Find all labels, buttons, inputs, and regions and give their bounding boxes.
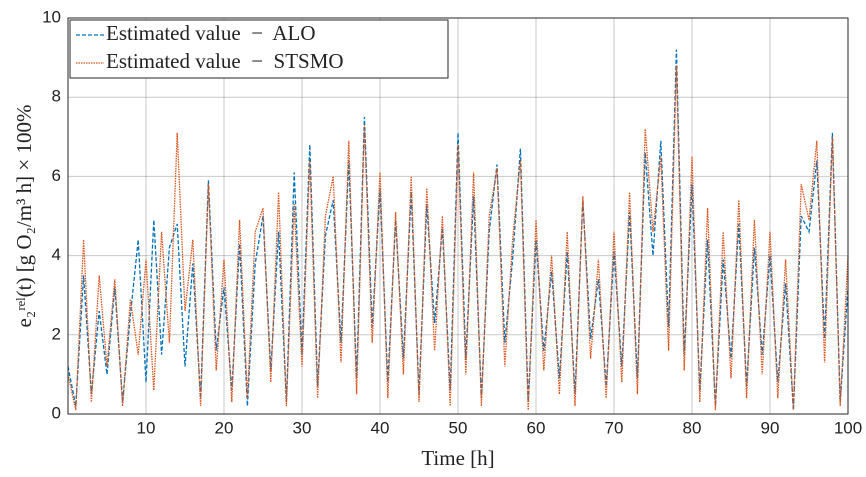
x-tick-label: 50: [449, 418, 468, 437]
legend-label: Estimated value − STSMO: [106, 49, 344, 73]
x-tick-label: 20: [215, 418, 234, 437]
x-axis-label: Time [h]: [421, 446, 494, 470]
x-tick-label: 90: [761, 418, 780, 437]
legend-box: [69, 19, 449, 79]
x-tick-label: 80: [683, 418, 702, 437]
y-tick-label: 6: [52, 166, 61, 185]
y-tick-label: 10: [42, 7, 61, 26]
y-axis-label: e₂ʳᵉˡ(t) [g O₂/m³ h] × 100%: [12, 105, 36, 328]
x-tick-label: 10: [137, 418, 156, 437]
x-tick-label: 40: [371, 418, 390, 437]
x-tick-label: 30: [293, 418, 312, 437]
y-tick-label: 0: [52, 403, 61, 422]
series-line: [67, 65, 849, 411]
legend-label: Estimated value − ALO: [106, 21, 316, 45]
x-tick-label: 70: [605, 418, 624, 437]
x-tick-label: 60: [527, 418, 546, 437]
x-tick-label: 100: [834, 418, 862, 437]
y-tick-label: 4: [52, 245, 61, 264]
y-tick-label: 8: [52, 87, 61, 106]
y-tick-label: 2: [52, 324, 61, 343]
axes-box: [67, 17, 849, 415]
